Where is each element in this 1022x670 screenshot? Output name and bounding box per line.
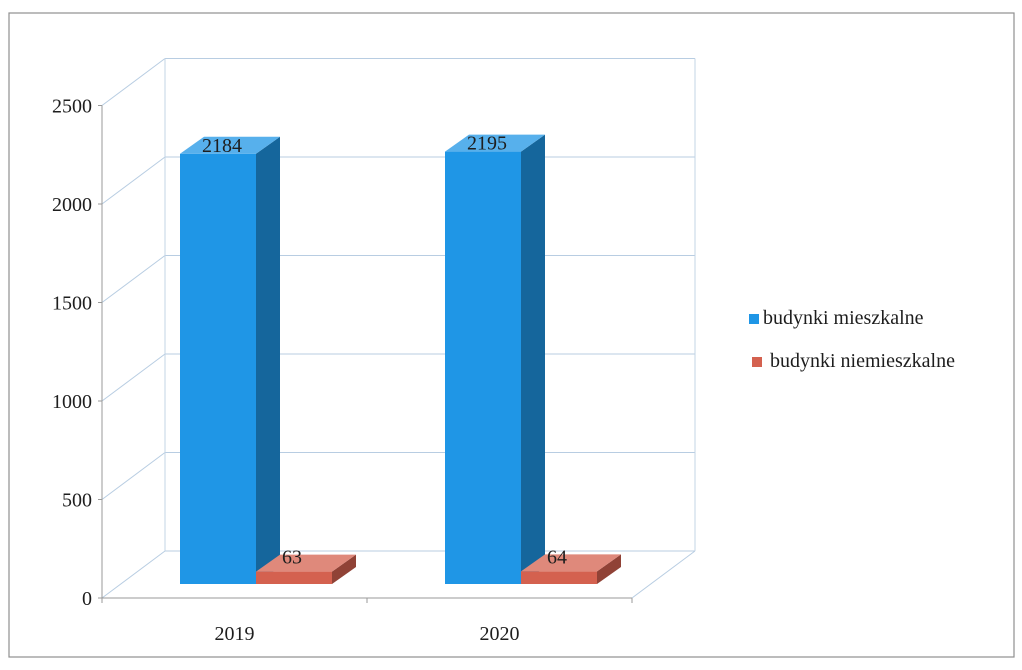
bar-side [521,134,545,584]
bar-front-budynki-niemieszkalne [521,571,597,584]
data-label: 63 [282,547,302,569]
bar-side [256,136,280,584]
gridline-side [101,550,166,599]
y-tick-label: 2000 [52,194,92,216]
bar-side [332,554,356,584]
gridline-side [101,58,166,106]
floor-edge [631,550,696,599]
y-tick-label: 500 [62,490,92,512]
bar-top [521,554,621,572]
y-tick-label: 2500 [52,96,92,118]
legend-label: budynki niemieszkalne [770,350,955,372]
legend-swatch [752,357,762,367]
bar-side [597,554,621,584]
bar-front-budynki-mieszkalne [180,153,256,584]
data-label: 2195 [467,133,507,155]
data-label: 2184 [202,135,242,157]
data-label: 64 [547,546,567,568]
bar-front-budynki-niemieszkalne [256,571,332,584]
y-tick-label: 0 [82,588,92,610]
y-tick-label: 1500 [52,293,92,315]
gridline-side [101,255,166,303]
x-tick-label: 2019 [215,623,255,645]
bar-front-budynki-mieszkalne [445,151,521,584]
gridline-side [101,156,166,205]
gridline-side [101,452,166,500]
bar-top [256,554,356,572]
legend-swatch [749,314,759,324]
chart-border [8,12,1015,658]
y-tick-label: 1000 [52,391,92,413]
bar-top [445,134,545,152]
legend-label: budynki mieszkalne [763,307,924,329]
x-tick-label: 2020 [480,623,520,645]
gridline-side [101,353,166,402]
bar-top [180,136,280,154]
